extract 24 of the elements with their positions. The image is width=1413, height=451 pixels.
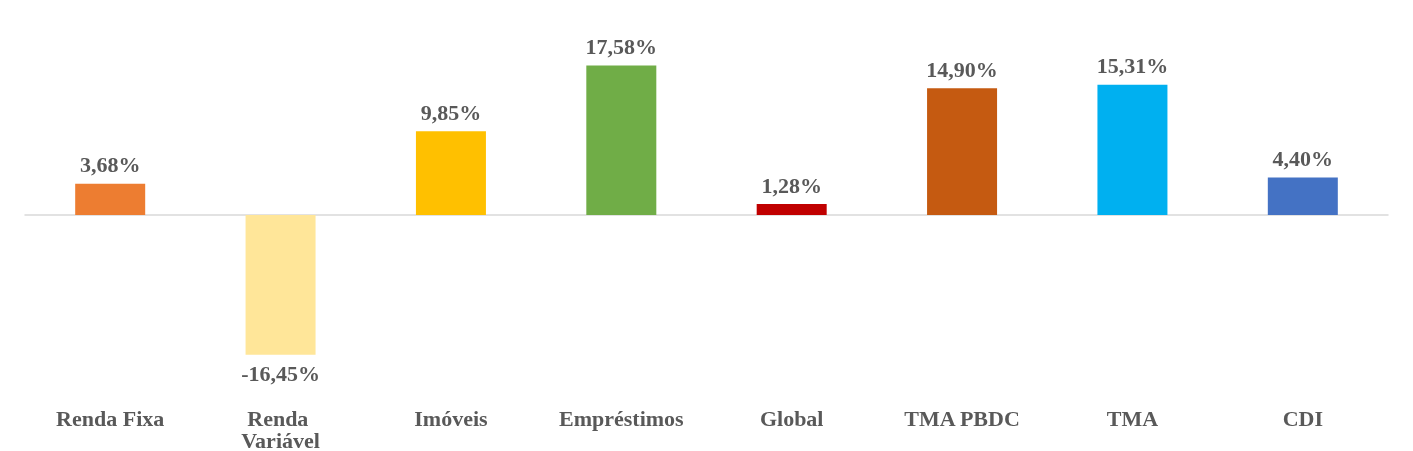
x-tick-label: CDI: [1282, 405, 1323, 431]
data-label: 14,90%: [926, 56, 998, 82]
bar: [1097, 84, 1168, 215]
bar: [75, 183, 146, 215]
bar: [927, 88, 998, 215]
x-tick-label: Renda Variável: [241, 405, 320, 451]
bar: [415, 131, 486, 215]
data-label: 4,40%: [1272, 146, 1334, 172]
bar: [586, 65, 657, 215]
data-label: 15,31%: [1096, 53, 1169, 79]
x-tick-label: TMA: [1106, 405, 1159, 431]
x-tick-label: Renda Fixa: [56, 405, 165, 431]
data-label: 9,85%: [420, 99, 482, 125]
data-label: -16,45%: [241, 361, 320, 387]
bar: [1267, 177, 1338, 215]
bar: [245, 215, 316, 355]
x-tick-label: Imóveis: [414, 405, 489, 431]
data-label: 17,58%: [585, 34, 658, 60]
bar: [756, 204, 827, 215]
x-tick-label: TMA PBDC: [904, 405, 1020, 431]
data-label: 3,68%: [79, 152, 141, 178]
x-tick-label: Global: [759, 405, 824, 431]
x-tick-label: Empréstimos: [558, 405, 685, 431]
data-label: 1,28%: [761, 172, 822, 198]
